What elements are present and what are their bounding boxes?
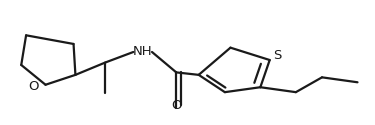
Text: S: S xyxy=(273,49,281,62)
Text: O: O xyxy=(171,99,182,112)
Text: NH: NH xyxy=(133,46,153,59)
Text: O: O xyxy=(28,80,39,93)
